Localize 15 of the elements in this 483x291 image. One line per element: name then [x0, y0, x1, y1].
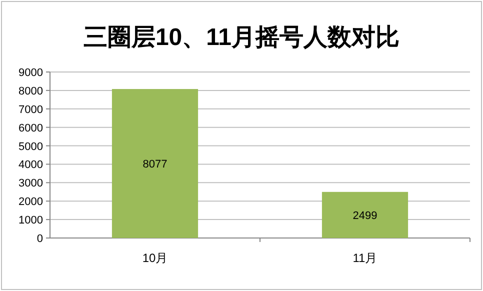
y-tick-label: 1000	[18, 214, 43, 227]
y-tick-label: 8000	[18, 85, 43, 98]
y-tick-label: 6000	[18, 122, 43, 134]
data-label: 2499	[352, 210, 378, 222]
y-tick-label: 0	[36, 233, 43, 245]
data-label: 8077	[142, 158, 168, 171]
y-tick-label: 4000	[18, 159, 43, 172]
y-tick-label: 9000	[18, 67, 43, 79]
chart-title: 三圈层10、11月摇号人数对比	[83, 24, 400, 51]
y-tick-label: 3000	[18, 178, 43, 190]
x-tick-label: 11月	[352, 251, 378, 265]
y-tick-label: 5000	[18, 140, 43, 153]
x-tick-label: 10月	[142, 251, 168, 265]
y-tick-label: 7000	[18, 104, 43, 116]
y-tick-label: 2000	[18, 196, 43, 208]
